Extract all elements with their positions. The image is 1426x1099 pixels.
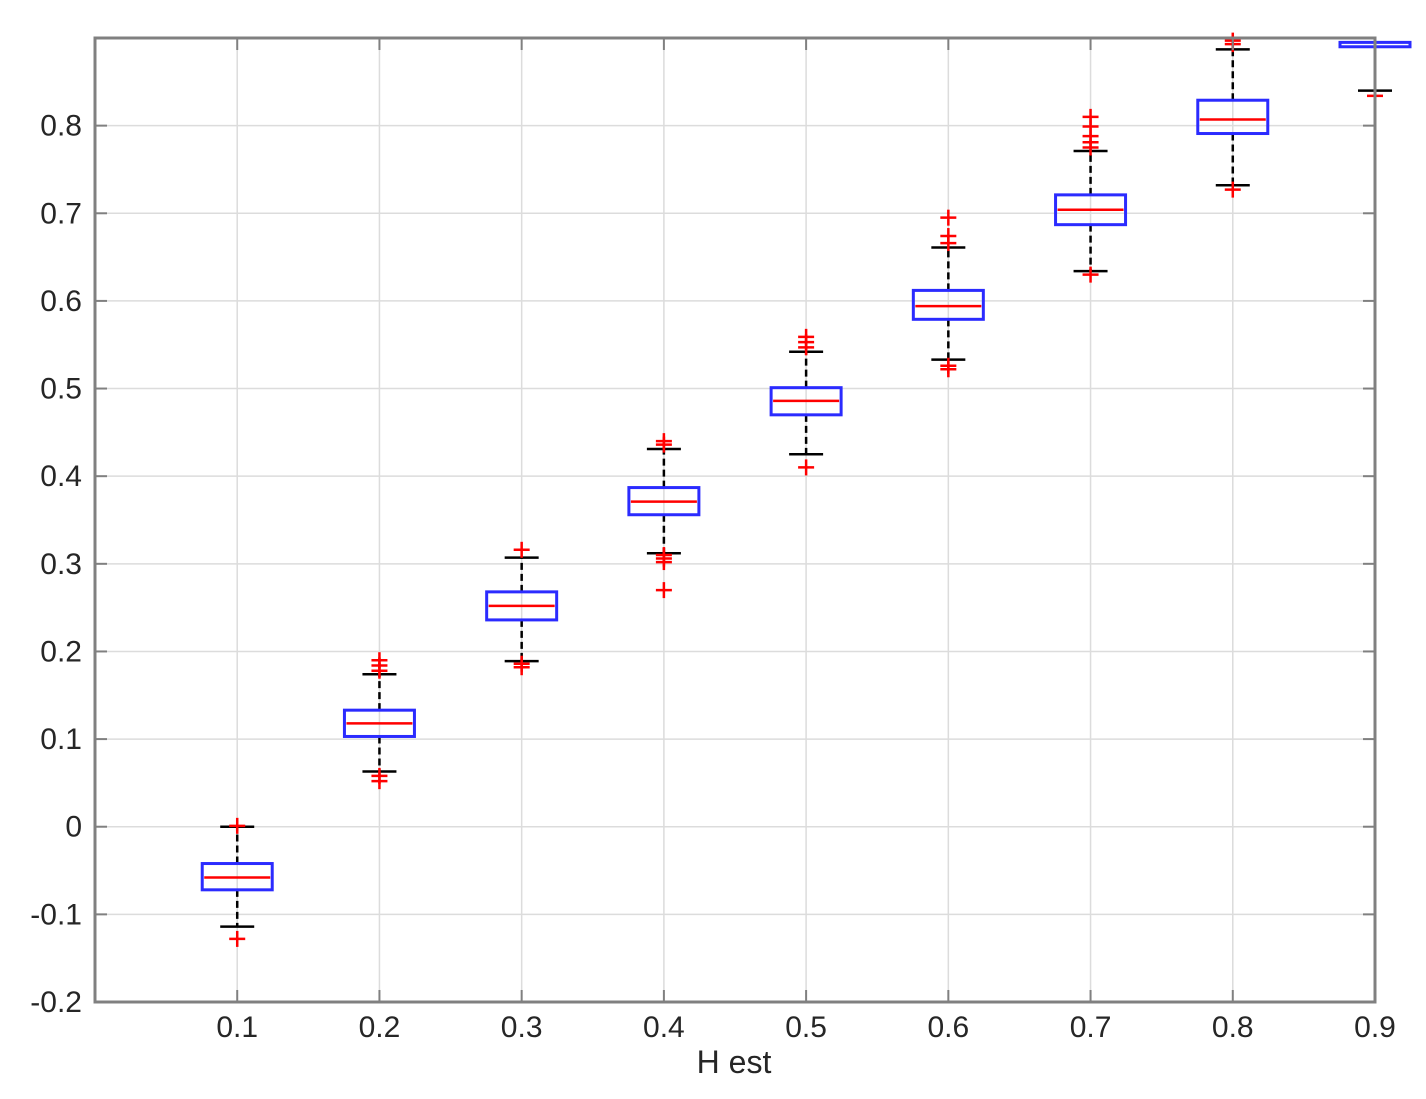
x-tick-label: 0.1 xyxy=(216,1011,258,1044)
x-tick-label: 0.8 xyxy=(1212,1011,1254,1044)
y-tick-label: 0.6 xyxy=(40,285,82,318)
iqr-box xyxy=(200,862,274,892)
iqr-box xyxy=(485,590,559,622)
box-0.6 xyxy=(911,209,985,378)
box-0.5 xyxy=(769,328,843,476)
outlier-marker xyxy=(513,541,530,558)
box-0.3 xyxy=(485,541,559,676)
outlier-marker xyxy=(513,655,530,672)
outlier-marker xyxy=(229,930,246,947)
outlier-marker xyxy=(655,433,672,450)
iqr-box xyxy=(769,386,843,417)
x-tick-label: 0.7 xyxy=(1070,1011,1112,1044)
box-0.1 xyxy=(200,817,274,947)
x-tick-label: 0.5 xyxy=(785,1011,827,1044)
x-tick-label: 0.3 xyxy=(501,1011,543,1044)
outlier-marker xyxy=(940,228,957,245)
outlier-marker xyxy=(1082,266,1099,283)
outlier-marker xyxy=(1224,181,1241,198)
outlier-marker xyxy=(655,582,672,599)
y-tick-label: -0.2 xyxy=(30,986,82,1019)
outlier-marker xyxy=(940,357,957,374)
outlier-marker xyxy=(229,817,246,834)
outlier-marker xyxy=(1082,108,1099,125)
x-tick-label: 0.9 xyxy=(1354,1011,1396,1044)
iqr-box xyxy=(342,708,416,738)
y-tick-label: 0.7 xyxy=(40,197,82,230)
plot-background xyxy=(95,38,1375,1002)
iqr-box xyxy=(1054,193,1128,227)
y-tick-label: 0 xyxy=(65,811,82,844)
box-0.7 xyxy=(1054,108,1128,283)
axis-ticks: -0.2 -0.1 0 0.1 0.2 0.3 0.4 0.5 0.6 0.7 0.8 0.1 0.2 0… xyxy=(30,38,1396,1044)
x-tick-label: 0.2 xyxy=(359,1011,401,1044)
outlier-marker xyxy=(371,767,388,784)
iqr-box xyxy=(1196,98,1270,136)
y-tick-label: 0.4 xyxy=(40,460,82,493)
plot-frame xyxy=(93,36,1377,1004)
outlier-marker xyxy=(798,328,815,345)
y-tick-label: 0.8 xyxy=(40,110,82,143)
outlier-marker xyxy=(371,652,388,669)
y-tick-label: 0.1 xyxy=(40,723,82,756)
outlier-marker xyxy=(655,547,672,564)
box-series xyxy=(200,32,1412,947)
outlier-marker xyxy=(798,459,815,476)
iqr-box xyxy=(627,486,701,517)
x-tick-label: 0.4 xyxy=(643,1011,685,1044)
box-0.4 xyxy=(627,433,701,599)
x-tick-label: 0.6 xyxy=(927,1011,969,1044)
y-tick-label: -0.1 xyxy=(30,898,82,931)
y-tick-label: 0.5 xyxy=(40,373,82,406)
iqr-box xyxy=(911,288,985,321)
y-tick-label: 0.3 xyxy=(40,548,82,581)
box-0.2 xyxy=(342,652,416,790)
x-axis-title: H est xyxy=(697,1044,772,1080)
outlier-marker xyxy=(940,209,957,226)
y-tick-label: 0.2 xyxy=(40,635,82,668)
